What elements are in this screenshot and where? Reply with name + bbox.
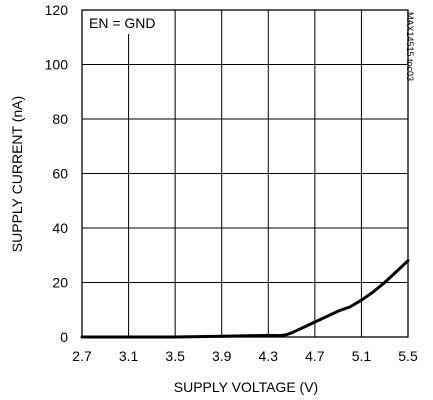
y-axis-title: SUPPLY CURRENT (nA): [9, 96, 25, 252]
annotation-background: [82, 10, 164, 34]
y-tick-label: 100: [45, 57, 69, 73]
y-tick-label: 0: [60, 329, 68, 345]
series-line-supply-current: [80, 259, 410, 339]
x-tick-label: 5.5: [398, 348, 418, 364]
x-tick-label: 3.9: [212, 348, 232, 364]
y-tick-label: 60: [52, 166, 68, 182]
x-axis-title: SUPPLY VOLTAGE (V): [174, 379, 318, 395]
tick-labels: 2.7 3.1 3.5 3.9 4.3 4.7 5.1 5.5 0 20 40 60 80 100 120: [45, 2, 418, 364]
y-tick-label: 120: [45, 2, 69, 18]
x-tick-label: 2.7: [72, 348, 92, 364]
series-layer: [80, 259, 410, 339]
watermark-label: MAX14515 toc03: [405, 12, 415, 81]
grid: [82, 10, 408, 337]
y-tick-label: 40: [52, 220, 68, 236]
x-tick-label: 3.5: [165, 348, 185, 364]
x-tick-label: 4.7: [305, 348, 325, 364]
annotation-label: EN = GND: [89, 15, 156, 31]
x-tick-label: 3.1: [119, 348, 139, 364]
y-tick-label: 20: [52, 275, 68, 291]
y-tick-label: 80: [52, 111, 68, 127]
x-tick-label: 4.3: [259, 348, 279, 364]
plot-frame: [81, 9, 409, 338]
x-tick-label: 5.1: [352, 348, 372, 364]
